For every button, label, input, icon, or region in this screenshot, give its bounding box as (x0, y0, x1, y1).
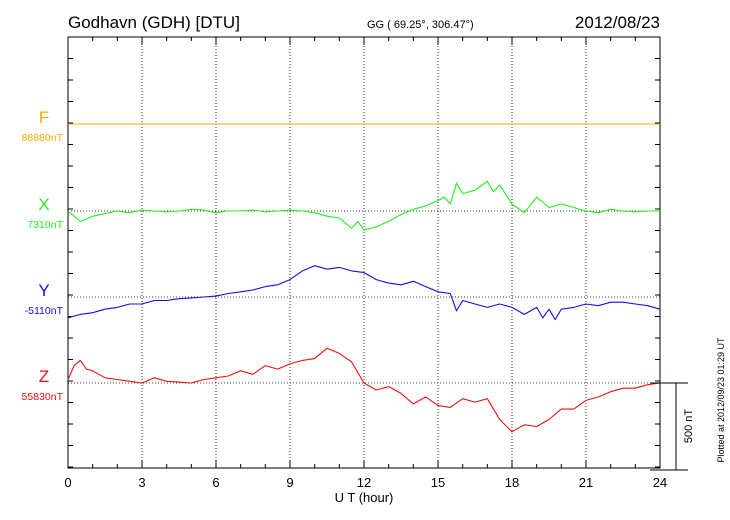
x-tick-label: 12 (357, 475, 371, 490)
series-z-baseline-label: 55830nT (22, 391, 64, 403)
x-tick-label: 9 (286, 475, 293, 490)
series-labels: F 88880nT X 7310nT Y -5110nT Z 55830nT (22, 108, 64, 403)
series-y-line (67, 265, 661, 321)
series-group (67, 123, 661, 433)
series-z-line (67, 347, 661, 433)
series-y-name: Y (38, 281, 49, 300)
plot-date: 2012/08/23 (575, 13, 660, 32)
x-axis-label: U T (hour) (335, 490, 394, 505)
x-tick-label: 15 (431, 475, 445, 490)
series-f-name: F (39, 108, 49, 127)
x-tick-label: 3 (138, 475, 145, 490)
station-title: Godhavn (GDH) [DTU] (68, 13, 240, 32)
series-x-line (67, 180, 660, 231)
plotted-timestamp: Plotted at 2012/09/23 01:29 UT (716, 337, 726, 463)
series-z-name: Z (39, 367, 49, 386)
x-tick-label: 18 (505, 475, 519, 490)
x-tick-label: 6 (212, 475, 219, 490)
scale-bar-label: 500 nT (683, 409, 695, 444)
x-tick-label: 21 (579, 475, 593, 490)
series-x-baseline-label: 7310nT (27, 219, 63, 231)
series-y-baseline-label: -5110nT (25, 305, 64, 317)
x-tick-labels: 0 3 6 9 12 15 18 21 24 (64, 475, 667, 490)
series-x-name: X (38, 195, 49, 214)
series-f-baseline-label: 88880nT (22, 132, 64, 144)
grid-lines (68, 37, 660, 468)
scale-bar (650, 382, 688, 471)
x-tick-label: 24 (653, 475, 667, 490)
x-tick-label: 0 (64, 475, 71, 490)
axis-ticks (67, 36, 661, 468)
station-coordinates: GG ( 69.25°, 306.47°) (367, 19, 474, 31)
